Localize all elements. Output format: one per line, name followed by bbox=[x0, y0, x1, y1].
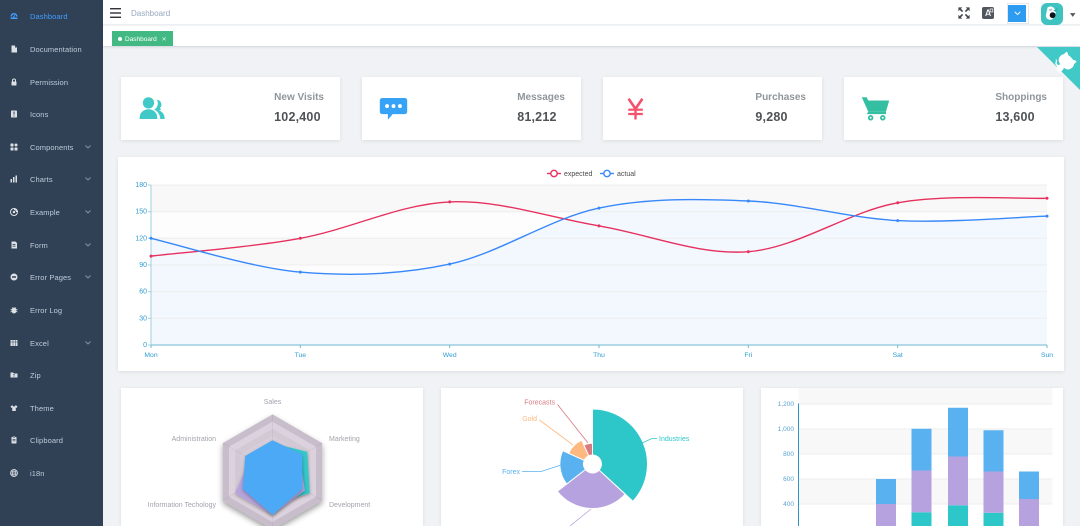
svg-text:Thu: Thu bbox=[593, 352, 605, 359]
svg-text:Sat: Sat bbox=[893, 352, 903, 359]
svg-text:0: 0 bbox=[143, 342, 147, 349]
svg-text:actual: actual bbox=[617, 171, 636, 178]
svg-text:Forex: Forex bbox=[502, 469, 520, 476]
svg-text:30: 30 bbox=[139, 315, 147, 322]
svg-text:Mon: Mon bbox=[144, 352, 157, 359]
svg-text:600: 600 bbox=[783, 476, 794, 483]
svg-text:Tue: Tue bbox=[295, 352, 307, 359]
svg-text:Development: Development bbox=[329, 502, 370, 509]
svg-text:Wed: Wed bbox=[443, 352, 457, 359]
svg-text:Information Techology: Information Techology bbox=[148, 502, 217, 509]
svg-text:400: 400 bbox=[783, 501, 794, 508]
svg-text:Forecasts: Forecasts bbox=[524, 400, 555, 407]
svg-text:Gold: Gold bbox=[522, 416, 537, 423]
svg-text:Sun: Sun bbox=[1041, 352, 1053, 359]
svg-text:90: 90 bbox=[139, 262, 147, 269]
svg-text:Industries: Industries bbox=[659, 436, 690, 443]
svg-text:Sales: Sales bbox=[264, 399, 282, 406]
svg-text:180: 180 bbox=[135, 182, 147, 189]
svg-text:1,000: 1,000 bbox=[778, 426, 795, 433]
svg-text:1,200: 1,200 bbox=[778, 401, 795, 408]
svg-text:120: 120 bbox=[135, 235, 147, 242]
svg-text:150: 150 bbox=[135, 209, 147, 216]
svg-text:Fri: Fri bbox=[744, 352, 752, 359]
svg-text:expected: expected bbox=[564, 171, 593, 178]
svg-text:60: 60 bbox=[139, 289, 147, 296]
svg-text:800: 800 bbox=[783, 451, 794, 458]
svg-text:Administration: Administration bbox=[172, 436, 216, 443]
svg-text:Marketing: Marketing bbox=[329, 436, 360, 443]
